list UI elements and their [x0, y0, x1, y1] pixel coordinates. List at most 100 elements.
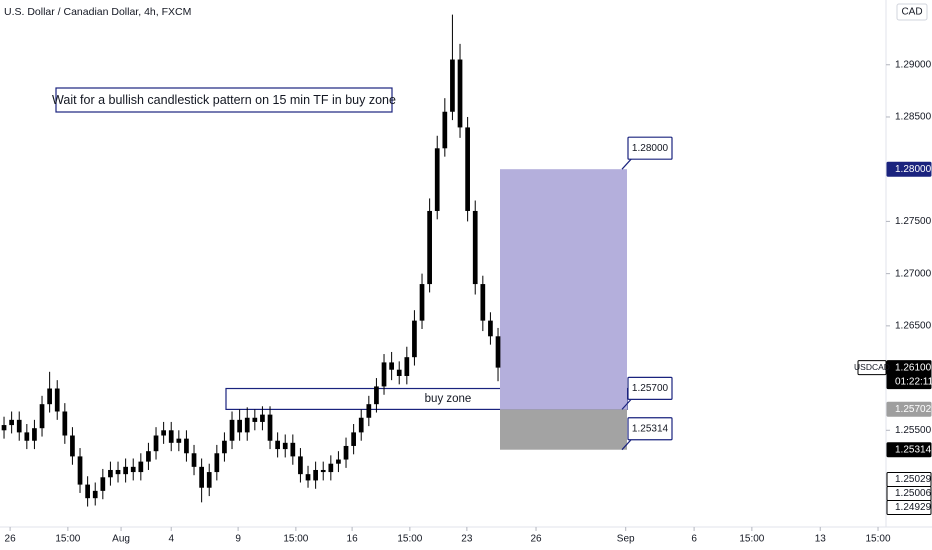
buy-zone-label: buy zone	[425, 393, 472, 405]
callout-box	[627, 136, 673, 160]
candle-body	[374, 386, 379, 405]
candle-body	[320, 469, 326, 473]
x-tick-label: 26	[530, 534, 542, 545]
candle-body	[146, 451, 151, 462]
candle-body	[32, 428, 37, 441]
candle-body	[396, 369, 402, 376]
candle-body	[275, 440, 280, 450]
x-tick-label: 6	[691, 534, 697, 545]
candle-body	[434, 148, 440, 211]
candle-body	[427, 210, 432, 285]
x-tick-label: 15:00	[55, 534, 80, 545]
callout-label: 1.25314	[632, 423, 669, 434]
x-tick-label: 13	[815, 534, 827, 545]
candle-body	[54, 388, 60, 412]
candle-body	[366, 404, 372, 418]
y-tick-label: 1.28500	[895, 112, 932, 123]
callout-box	[627, 376, 673, 401]
candle-body	[77, 456, 83, 485]
candle-body	[108, 469, 113, 478]
candle-body	[206, 472, 212, 488]
candle-body	[123, 466, 128, 475]
candle-body	[260, 414, 265, 422]
candle-body	[290, 442, 296, 457]
x-tick-label: 23	[461, 534, 473, 545]
currency[interactable]: CAD	[901, 7, 922, 18]
symbol-label: USDCAD	[854, 362, 890, 372]
candle-body	[24, 432, 30, 441]
callout-box	[627, 417, 673, 441]
candle-body	[480, 284, 486, 321]
candle-body	[130, 466, 136, 473]
candle-body	[138, 461, 144, 473]
x-tick-label: 15:00	[283, 534, 308, 545]
candle-body	[442, 111, 448, 149]
candle-body	[465, 127, 470, 211]
price-tag	[886, 499, 932, 515]
candle-body	[47, 388, 52, 405]
candle-body	[191, 453, 197, 467]
candle-body	[39, 404, 45, 429]
candle-body	[336, 459, 341, 464]
candle-body	[168, 430, 174, 443]
candle-body	[472, 210, 478, 285]
candle-body	[267, 414, 273, 441]
candle-body	[115, 469, 121, 475]
candle-body	[153, 435, 159, 452]
price-tag-label: 1.28000	[895, 164, 932, 175]
x-tick-label: 15:00	[397, 534, 422, 545]
candle-body	[389, 362, 394, 370]
candle-body	[199, 466, 204, 488]
candle-body	[457, 59, 463, 128]
candle-body	[412, 320, 417, 358]
candle-body	[381, 362, 387, 387]
candle-body	[404, 357, 410, 376]
x-tick-label: 4	[168, 534, 174, 545]
candle-body	[62, 411, 68, 436]
x-tick-label: 16	[347, 534, 359, 545]
candle-body	[343, 445, 349, 460]
candle-body	[244, 417, 250, 433]
candle-body	[85, 484, 90, 499]
price-tag-label: 1.25314	[895, 444, 932, 455]
candle-body	[358, 417, 364, 433]
candle-body	[237, 419, 242, 433]
candle-body	[100, 477, 106, 491]
candle-body	[328, 463, 334, 473]
candle-body	[176, 438, 182, 443]
candle-body	[450, 59, 455, 112]
candle-body	[419, 284, 425, 321]
callout-pointer	[621, 397, 633, 410]
currency-box[interactable]	[896, 3, 928, 21]
candle-body	[222, 440, 227, 454]
candle-body	[495, 336, 501, 368]
price-tag	[886, 401, 932, 417]
price-tag	[886, 161, 932, 177]
candle-body	[282, 442, 288, 450]
y-tick-label: 1.25500	[895, 425, 932, 436]
candle-body	[229, 419, 235, 441]
x-tick-label: Sep	[617, 534, 635, 545]
symbol-tag	[857, 360, 887, 376]
price-tag-label: 1.26100	[895, 362, 932, 373]
candle-body	[1, 425, 7, 431]
candle-body	[16, 419, 22, 433]
x-tick-label: 26	[5, 534, 17, 545]
candle-body	[305, 474, 311, 481]
price-tag	[886, 360, 932, 390]
countdown: 01:22:11	[895, 376, 932, 387]
y-tick-label: 1.27500	[895, 216, 932, 227]
candle-body	[92, 490, 98, 499]
candle-body	[313, 469, 318, 481]
price-tag-label: 1.25029	[895, 474, 932, 485]
x-tick-label: 15:00	[739, 534, 764, 545]
price-tag-label: 1.25702	[895, 404, 932, 415]
callout-label: 1.25700	[632, 383, 669, 394]
callout-label: 1.28000	[632, 143, 669, 154]
candle-body	[70, 435, 75, 457]
candle-body	[214, 453, 220, 473]
candle-body	[351, 432, 356, 446]
candle-body	[9, 419, 14, 426]
callout-pointer	[621, 438, 633, 451]
